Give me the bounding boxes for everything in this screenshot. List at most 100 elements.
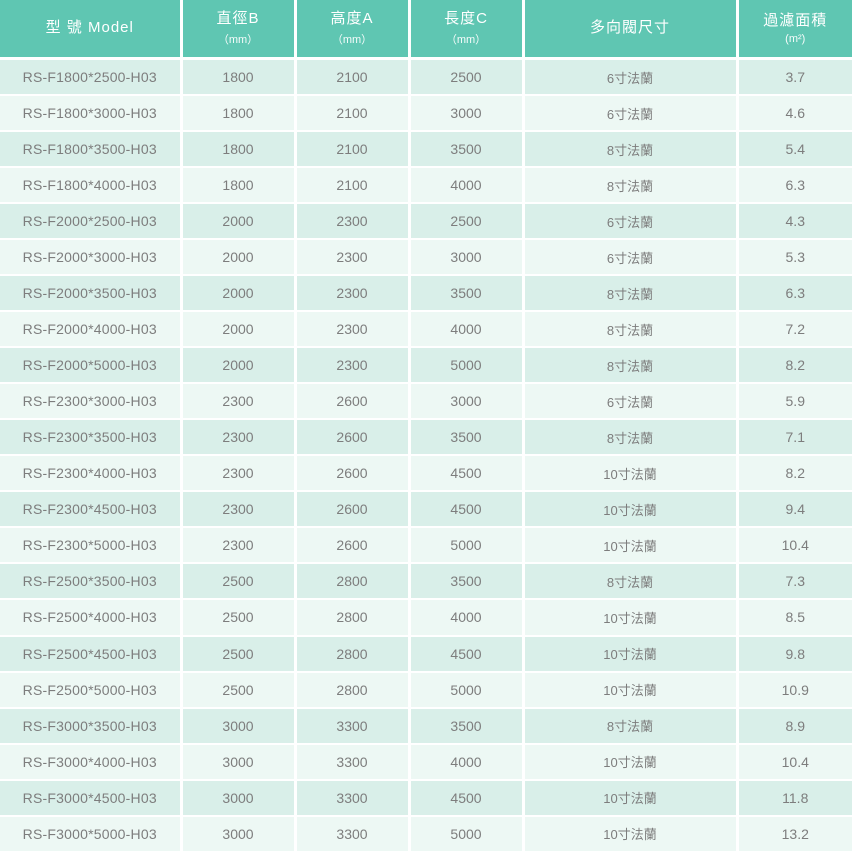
cell-height-a: 2300 (295, 347, 411, 385)
cell-model: RS-F2000*3000-H03 (0, 239, 183, 277)
table-row: RS-F2300*4000-H03 2300 2600 4500 10寸法蘭 8.2 (0, 455, 852, 493)
column-unit: （mm） (217, 33, 259, 46)
cell-valve: 10寸法蘭 (523, 527, 739, 565)
cell-model: RS-F2500*3500-H03 (0, 563, 183, 601)
cell-area: 13.2 (737, 815, 852, 851)
cell-height-a: 2300 (295, 311, 411, 349)
cell-height-a: 2800 (295, 671, 411, 709)
cell-model: RS-F1800*3500-H03 (0, 131, 183, 169)
column-header-valve: 多向閥尺寸 (523, 0, 739, 60)
cell-model: RS-F3000*4500-H03 (0, 779, 183, 817)
cell-height-a: 2300 (295, 275, 411, 313)
cell-area: 10.9 (737, 671, 852, 709)
column-title: 多向閥尺寸 (589, 19, 670, 37)
cell-area: 11.8 (737, 779, 852, 817)
cell-diameter-b: 1800 (181, 58, 297, 97)
cell-height-a: 2600 (295, 419, 411, 457)
table-row: RS-F2300*3500-H03 2300 2600 3500 8寸法蘭 7.1 (0, 419, 852, 457)
table-body: RS-F1800*2500-H03 1800 2100 2500 6寸法蘭 3.7 RS-F… (0, 58, 852, 851)
cell-diameter-b: 2300 (181, 455, 297, 493)
cell-area: 7.3 (737, 563, 852, 601)
cell-diameter-b: 3000 (181, 815, 297, 851)
cell-valve: 10寸法蘭 (523, 635, 739, 673)
cell-height-a: 2800 (295, 563, 411, 601)
column-unit: (m²) (785, 32, 806, 45)
cell-length-c: 3500 (409, 707, 525, 745)
cell-length-c: 5000 (409, 527, 525, 565)
cell-length-c: 5000 (409, 347, 525, 385)
cell-height-a: 2600 (295, 491, 411, 529)
cell-length-c: 3000 (409, 95, 525, 133)
table-row: RS-F2000*3500-H03 2000 2300 3500 8寸法蘭 6.3 (0, 275, 852, 313)
cell-model: RS-F2000*4000-H03 (0, 311, 183, 349)
cell-valve: 10寸法蘭 (523, 491, 739, 529)
cell-length-c: 4500 (409, 779, 525, 817)
cell-area: 9.8 (737, 635, 852, 673)
cell-length-c: 4000 (409, 167, 525, 205)
cell-valve: 8寸法蘭 (523, 347, 739, 385)
column-title: 高度A (330, 10, 374, 28)
cell-diameter-b: 2000 (181, 203, 297, 241)
table-row: RS-F1800*3000-H03 1800 2100 3000 6寸法蘭 4.6 (0, 95, 852, 133)
table-row: RS-F2000*4000-H03 2000 2300 4000 8寸法蘭 7.2 (0, 311, 852, 349)
cell-diameter-b: 1800 (181, 95, 297, 133)
cell-model: RS-F2500*4000-H03 (0, 599, 183, 637)
cell-height-a: 2100 (295, 167, 411, 205)
cell-diameter-b: 2000 (181, 347, 297, 385)
cell-area: 8.5 (737, 599, 852, 637)
column-unit: （mm） (331, 33, 373, 46)
cell-valve: 10寸法蘭 (523, 815, 739, 851)
cell-model: RS-F3000*5000-H03 (0, 815, 183, 851)
cell-model: RS-F3000*3500-H03 (0, 707, 183, 745)
cell-valve: 6寸法蘭 (523, 239, 739, 277)
cell-valve: 6寸法蘭 (523, 95, 739, 133)
column-header-model: 型 號 Model (0, 0, 183, 60)
cell-diameter-b: 2000 (181, 311, 297, 349)
cell-model: RS-F1800*3000-H03 (0, 95, 183, 133)
cell-area: 8.2 (737, 455, 852, 493)
cell-height-a: 2800 (295, 635, 411, 673)
column-unit: （mm） (445, 33, 487, 46)
cell-length-c: 4500 (409, 491, 525, 529)
cell-diameter-b: 2500 (181, 635, 297, 673)
cell-model: RS-F2000*3500-H03 (0, 275, 183, 313)
cell-height-a: 2600 (295, 527, 411, 565)
cell-height-a: 2300 (295, 239, 411, 277)
column-title: 過濾面積 (763, 12, 828, 30)
cell-diameter-b: 3000 (181, 779, 297, 817)
cell-model: RS-F2300*3500-H03 (0, 419, 183, 457)
cell-area: 10.4 (737, 743, 852, 781)
cell-length-c: 2500 (409, 203, 525, 241)
cell-length-c: 3500 (409, 563, 525, 601)
cell-length-c: 4500 (409, 635, 525, 673)
cell-diameter-b: 3000 (181, 707, 297, 745)
cell-length-c: 5000 (409, 815, 525, 851)
cell-height-a: 2300 (295, 203, 411, 241)
cell-model: RS-F2300*5000-H03 (0, 527, 183, 565)
cell-model: RS-F3000*4000-H03 (0, 743, 183, 781)
table-row: RS-F2000*3000-H03 2000 2300 3000 6寸法蘭 5.3 (0, 239, 852, 277)
table-row: RS-F2300*3000-H03 2300 2600 3000 6寸法蘭 5.9 (0, 383, 852, 421)
cell-area: 8.9 (737, 707, 852, 745)
cell-height-a: 2100 (295, 131, 411, 169)
cell-valve: 8寸法蘭 (523, 707, 739, 745)
cell-diameter-b: 3000 (181, 743, 297, 781)
cell-valve: 10寸法蘭 (523, 599, 739, 637)
cell-model: RS-F2300*3000-H03 (0, 383, 183, 421)
cell-area: 6.3 (737, 167, 852, 205)
cell-valve: 8寸法蘭 (523, 275, 739, 313)
cell-area: 3.7 (737, 58, 852, 97)
column-title: 型 號 Model (45, 19, 134, 37)
cell-diameter-b: 2300 (181, 419, 297, 457)
table-row: RS-F2300*4500-H03 2300 2600 4500 10寸法蘭 9.4 (0, 491, 852, 529)
cell-height-a: 2600 (295, 455, 411, 493)
cell-valve: 8寸法蘭 (523, 131, 739, 169)
cell-length-c: 4000 (409, 743, 525, 781)
cell-area: 7.2 (737, 311, 852, 349)
cell-length-c: 4500 (409, 455, 525, 493)
table-row: RS-F1800*2500-H03 1800 2100 2500 6寸法蘭 3.7 (0, 58, 852, 97)
cell-length-c: 5000 (409, 671, 525, 709)
table-row: RS-F3000*4000-H03 3000 3300 4000 10寸法蘭 10.4 (0, 743, 852, 781)
column-header-area: 過濾面積 (m²) (737, 0, 852, 60)
cell-length-c: 4000 (409, 311, 525, 349)
